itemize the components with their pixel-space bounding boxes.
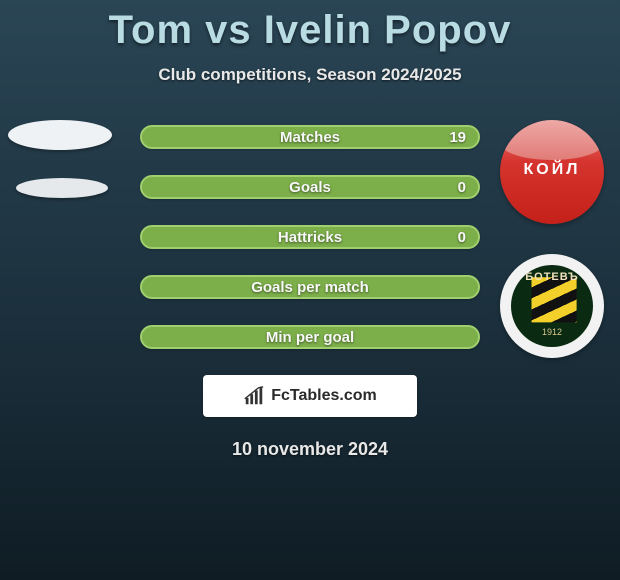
season-subtitle: Club competitions, Season 2024/2025	[0, 65, 620, 85]
lukoil-text: КОЙЛ	[524, 161, 581, 179]
avatar-placeholder-2	[16, 178, 108, 198]
stat-label: Goals per match	[251, 279, 369, 296]
stat-row-hattricks: Hattricks 0	[140, 225, 480, 249]
fctables-label: FcTables.com	[271, 387, 377, 405]
fctables-watermark[interactable]: FcTables.com	[203, 375, 417, 417]
stat-label: Min per goal	[266, 329, 354, 346]
bar-chart-icon	[243, 385, 265, 407]
right-player-badges: КОЙЛ БОТЕВЪ 1912	[500, 120, 604, 358]
stat-right-value: 0	[458, 229, 466, 246]
stat-right-value: 0	[458, 179, 466, 196]
botev-year: 1912	[536, 327, 568, 337]
stat-label: Hattricks	[278, 229, 342, 246]
stat-label: Matches	[280, 129, 340, 146]
snapshot-date: 10 november 2024	[0, 439, 620, 460]
botev-text: БОТЕВЪ	[525, 271, 578, 283]
stat-row-goals: Goals 0	[140, 175, 480, 199]
stat-right-value: 19	[449, 129, 466, 146]
stat-row-goals-per-match: Goals per match	[140, 275, 480, 299]
stat-row-min-per-goal: Min per goal	[140, 325, 480, 349]
page-title: Tom vs Ivelin Popov	[0, 0, 620, 53]
avatar-placeholder-1	[8, 120, 112, 150]
club-badge-botev: БОТЕВЪ 1912	[500, 254, 604, 358]
club-badge-lukoil: КОЙЛ	[500, 120, 604, 224]
stat-row-matches: Matches 19	[140, 125, 480, 149]
left-player-avatars	[8, 120, 112, 198]
stat-label: Goals	[289, 179, 331, 196]
